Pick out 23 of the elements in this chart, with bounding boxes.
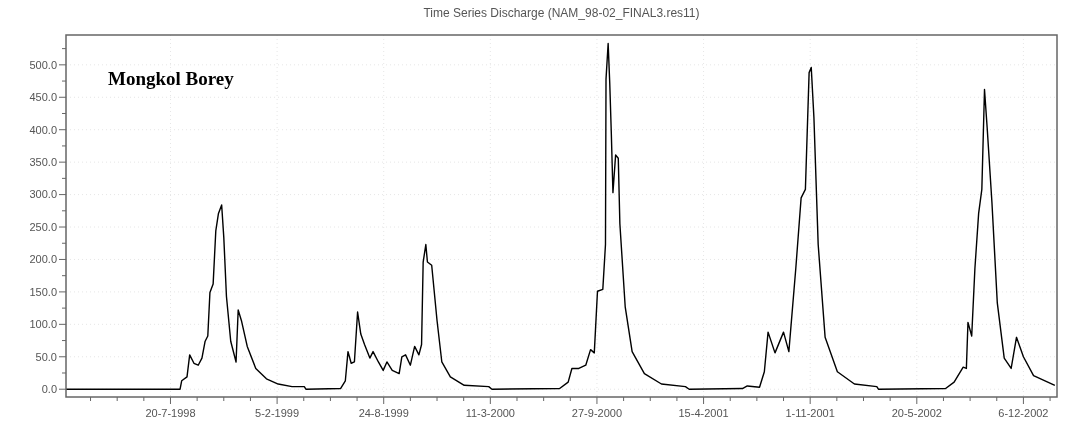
y-tick-label: 250.0 xyxy=(29,220,57,233)
y-tick-label: 500.0 xyxy=(29,58,57,71)
x-tick-label: 15-4-2001 xyxy=(678,407,729,419)
x-tick-label: 5-2-1999 xyxy=(255,407,300,419)
x-tick-label: 11-3-2000 xyxy=(465,407,516,419)
y-tick-label: 450.0 xyxy=(29,91,57,104)
x-tick-label: 20-7-1998 xyxy=(145,407,196,419)
x-tick-label: 20-5-2002 xyxy=(891,407,942,419)
y-tick-label: 0.0 xyxy=(41,383,57,396)
y-tick-label: 200.0 xyxy=(29,253,57,266)
y-tick-label: 50.0 xyxy=(35,350,57,363)
y-tick-label: 150.0 xyxy=(29,285,57,298)
y-tick-label: 100.0 xyxy=(29,318,57,331)
x-tick-label: 24-8-1999 xyxy=(358,407,409,419)
y-tick-label: 350.0 xyxy=(29,156,57,168)
y-tick-label: 300.0 xyxy=(29,188,57,201)
x-tick-label: 1-11-2001 xyxy=(785,407,835,419)
line-series xyxy=(65,42,1056,390)
annotation: Mongkol Borey xyxy=(108,68,235,89)
y-tick-label: 400.0 xyxy=(29,123,57,136)
chart-title: Time Series Discharge (NAM_98-02_FINAL3.res11) xyxy=(423,6,700,20)
x-tick-label: 27-9-2000 xyxy=(571,407,623,419)
x-tick-label: 6-12-2002 xyxy=(998,407,1049,419)
